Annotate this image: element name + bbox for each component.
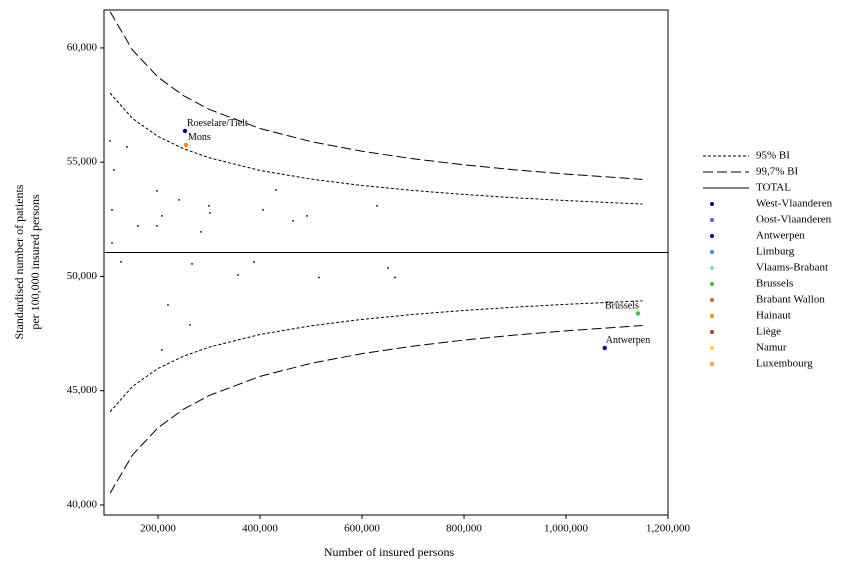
point [111, 242, 113, 244]
x-axis-title: Number of insured persons [324, 545, 455, 559]
legend-label: Brussels [756, 278, 793, 290]
y-tick-label: 45,000 [67, 384, 98, 396]
legend-label: TOTAL [756, 182, 791, 194]
limit-line [109, 325, 643, 494]
x-tick-label: 800,000 [446, 523, 482, 535]
point [167, 304, 169, 306]
point [120, 261, 122, 263]
legend-marker [710, 298, 714, 302]
y-axis-title: Standardised number of patients [12, 184, 26, 339]
point [262, 209, 264, 211]
point [253, 261, 255, 263]
point [189, 324, 191, 326]
point [237, 274, 239, 276]
y-axis-title: per 100,000 insured persons [28, 194, 42, 330]
limit-line [109, 300, 643, 413]
legend-marker [710, 282, 714, 286]
point [126, 146, 128, 148]
point [109, 140, 111, 142]
x-tick-label: 600,000 [344, 523, 380, 535]
legend-marker [710, 202, 714, 206]
x-tick-label: 1,200,000 [646, 523, 691, 535]
point [182, 128, 188, 134]
point [113, 169, 115, 171]
point [635, 311, 641, 316]
legend-label: Limburg [756, 246, 795, 258]
point [156, 190, 158, 192]
y-tick-label: 55,000 [67, 156, 98, 168]
y-tick-label: 40,000 [67, 498, 98, 510]
point-label: Brussels [605, 301, 639, 312]
point [387, 267, 389, 269]
legend-marker [710, 330, 714, 334]
point [111, 209, 113, 211]
legend-marker [710, 250, 714, 254]
plot-frame [103, 9, 669, 516]
point [306, 215, 308, 217]
y-tick-label: 60,000 [67, 41, 98, 53]
legend-label: Luxembourg [756, 358, 813, 370]
legend-marker [710, 346, 714, 350]
legend-label: Brabant Wallon [756, 294, 825, 306]
point [137, 225, 139, 227]
point-label: Roeselare/Tielt [187, 118, 248, 129]
x-tick-label: 400,000 [242, 523, 278, 535]
point [292, 220, 294, 222]
point [191, 263, 193, 265]
point [376, 205, 378, 207]
point-label: Antwerpen [606, 335, 650, 346]
legend-label: Namur [756, 342, 787, 354]
limit-line [109, 11, 643, 180]
limit-line [109, 92, 643, 205]
legend-marker [710, 234, 714, 238]
point-label: Mons [188, 132, 211, 143]
point [178, 199, 180, 201]
point [394, 276, 396, 279]
point [161, 349, 163, 351]
legend-label: 95% BI [756, 150, 790, 162]
legend-label: West-Vlaanderen [756, 198, 833, 210]
legend-marker [710, 266, 714, 270]
point [156, 225, 158, 227]
point [200, 231, 202, 233]
point [275, 189, 277, 191]
legend-label: Antwerpen [756, 230, 805, 242]
point [318, 276, 320, 279]
legend-label: Liège [756, 326, 781, 338]
point [209, 212, 211, 214]
legend-marker [710, 314, 714, 318]
x-tick-label: 200,000 [140, 523, 176, 535]
legend-label: Oost-Vlaanderen [756, 214, 832, 226]
y-tick-label: 50,000 [67, 270, 98, 282]
x-tick-label: 1,000,000 [544, 523, 589, 535]
legend-label: 99,7% BI [756, 166, 799, 178]
point [602, 345, 607, 351]
legend-label: Hainaut [756, 310, 791, 322]
legend-marker [710, 218, 714, 222]
legend-marker [710, 362, 714, 366]
point [183, 142, 189, 148]
point [208, 205, 210, 207]
legend-label: Vlaams-Brabant [756, 262, 828, 274]
point [161, 215, 163, 217]
